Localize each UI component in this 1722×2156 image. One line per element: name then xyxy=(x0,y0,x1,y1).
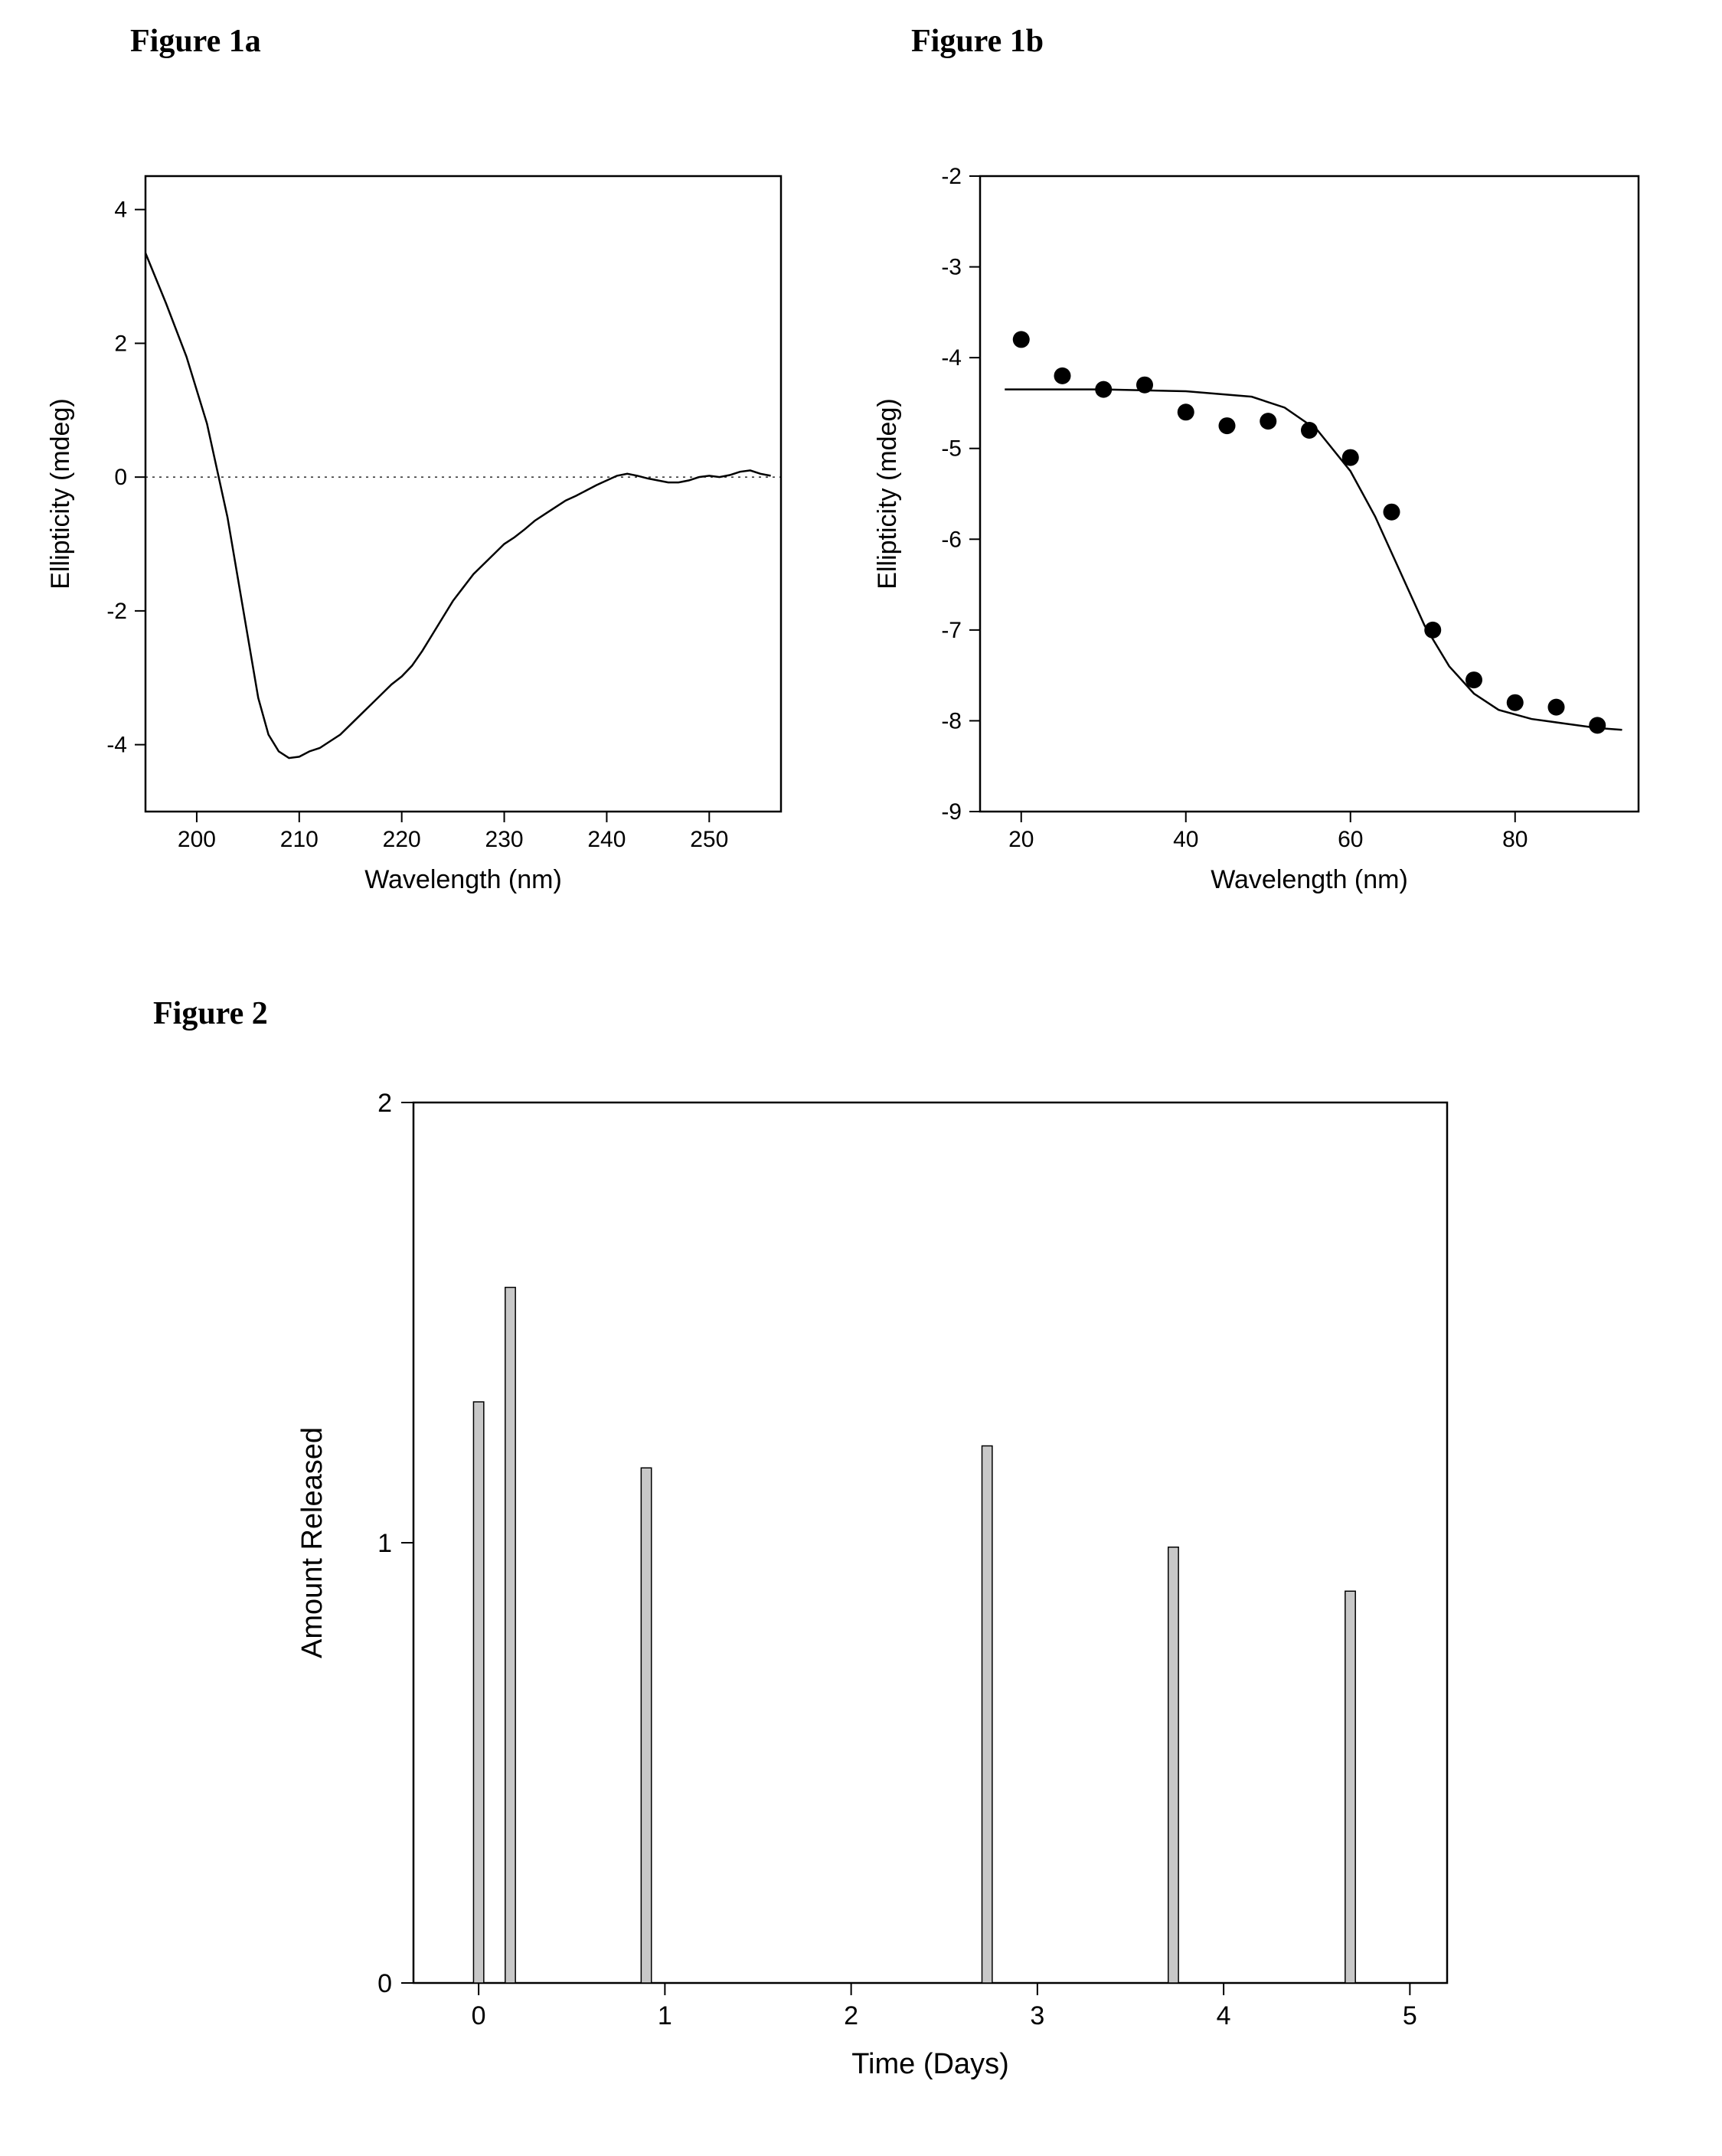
svg-text:Ellipticity (mdeg): Ellipticity (mdeg) xyxy=(873,398,902,589)
svg-text:-9: -9 xyxy=(941,799,962,825)
svg-text:60: 60 xyxy=(1338,827,1363,852)
svg-text:Time (Days): Time (Days) xyxy=(851,2048,1008,2080)
figure-1b-title: Figure 1b xyxy=(911,23,1044,60)
svg-text:-7: -7 xyxy=(941,618,962,643)
svg-text:220: 220 xyxy=(383,827,421,852)
svg-text:Ellipticity (mdeg): Ellipticity (mdeg) xyxy=(46,398,75,589)
svg-text:5: 5 xyxy=(1403,2001,1417,2030)
figure-1b-svg: -9 -8 -7 -6 -5 -4 -3 -2 20 40 60 80 Wavelength (nm) E… xyxy=(858,145,1669,926)
svg-text:0: 0 xyxy=(377,1969,392,1998)
svg-text:250: 250 xyxy=(690,827,728,852)
svg-text:-4: -4 xyxy=(941,345,962,371)
figure-1a-chart: -4 -2 0 2 4 200 210 220 230 240 250 Wavelength (nm)… xyxy=(31,145,812,926)
svg-text:3: 3 xyxy=(1030,2001,1044,2030)
svg-text:-3: -3 xyxy=(941,255,962,280)
figure-2-chart: 0 1 2 0 1 2 3 4 5 Time (Days) Amount Released xyxy=(268,1080,1493,2113)
figure-2-svg: 0 1 2 0 1 2 3 4 5 Time (Days) Amount Released xyxy=(268,1080,1493,2113)
svg-text:80: 80 xyxy=(1502,827,1528,852)
svg-text:230: 230 xyxy=(485,827,524,852)
figure-1a-title: Figure 1a xyxy=(130,23,261,60)
svg-text:200: 200 xyxy=(178,827,216,852)
svg-text:210: 210 xyxy=(280,827,319,852)
svg-text:1: 1 xyxy=(658,2001,672,2030)
svg-text:0: 0 xyxy=(472,2001,486,2030)
svg-text:-6: -6 xyxy=(941,527,962,552)
svg-text:-2: -2 xyxy=(941,164,962,189)
svg-text:Amount Released: Amount Released xyxy=(296,1427,328,1658)
svg-text:1: 1 xyxy=(377,1529,392,1558)
figure-1b-chart: -9 -8 -7 -6 -5 -4 -3 -2 20 40 60 80 Wavelength (nm) E… xyxy=(858,145,1669,926)
svg-text:0: 0 xyxy=(114,465,127,490)
svg-text:-4: -4 xyxy=(106,733,127,758)
svg-text:2: 2 xyxy=(377,1089,392,1118)
svg-text:Wavelength (nm): Wavelength (nm) xyxy=(1211,865,1408,894)
figure-1a-svg: -4 -2 0 2 4 200 210 220 230 240 250 Wavelength (nm)… xyxy=(31,145,812,926)
svg-text:240: 240 xyxy=(587,827,626,852)
svg-text:2: 2 xyxy=(844,2001,858,2030)
svg-text:4: 4 xyxy=(1217,2001,1231,2030)
svg-text:-2: -2 xyxy=(106,599,127,624)
svg-text:20: 20 xyxy=(1008,827,1034,852)
svg-text:-8: -8 xyxy=(941,708,962,733)
svg-text:4: 4 xyxy=(114,198,127,223)
svg-text:40: 40 xyxy=(1173,827,1198,852)
figure-2-title: Figure 2 xyxy=(153,995,268,1032)
svg-text:-5: -5 xyxy=(941,436,962,462)
svg-text:Wavelength (nm): Wavelength (nm) xyxy=(364,865,562,894)
svg-text:2: 2 xyxy=(114,331,127,356)
